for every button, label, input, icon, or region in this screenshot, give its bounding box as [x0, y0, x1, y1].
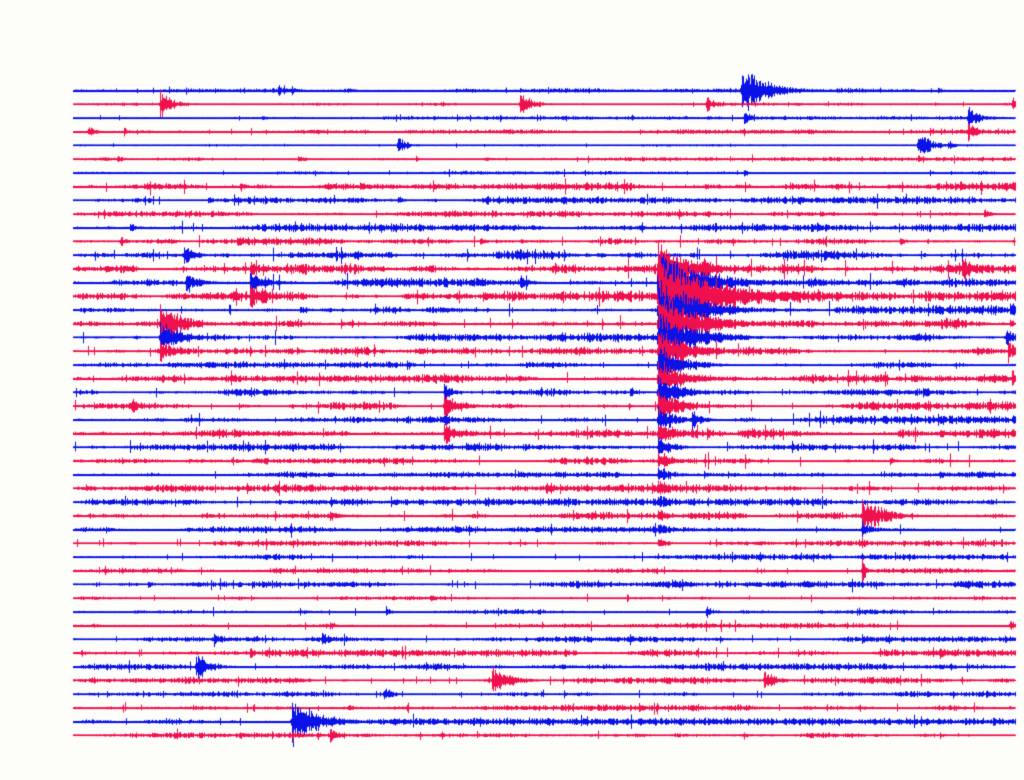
helicorder-page: HC Knossos, Crete Isl. Applied filter: W…	[0, 0, 1024, 780]
seismogram-traces	[0, 0, 1024, 780]
